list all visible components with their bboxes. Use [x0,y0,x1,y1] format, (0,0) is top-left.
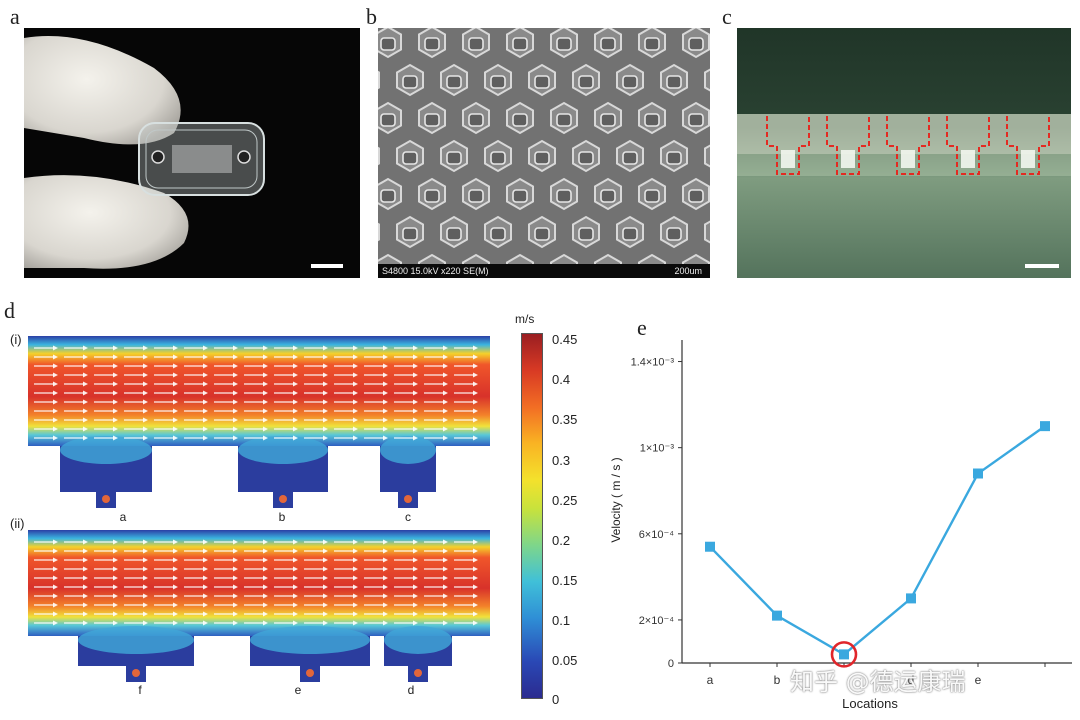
sem-info-text: S4800 15.0kV x220 SE(M) [382,266,489,276]
colorbar [521,333,543,699]
colorbar-tick: 0.25 [552,493,578,508]
watermark: 知乎 @德运康瑞 [790,668,966,696]
location-label-c: c [405,510,411,524]
colorbar-tick: 0.4 [552,372,571,387]
sub-panel-i-label: (i) [10,332,22,347]
highlight-circle [830,641,858,668]
colorbar-tick: 0.05 [552,653,578,668]
colorbar-tick: 0.2 [552,533,571,548]
y-axis-title: Velocity ( m / s ) [609,457,623,542]
x-tick-label: a [707,673,714,687]
location-label-b: b [278,510,286,524]
location-label-e: e [294,683,302,697]
colorbar-tick: 0.3 [552,453,571,468]
data-point [906,593,916,604]
scale-bar-c [1025,264,1059,268]
x-axis-title: Locations [842,696,898,711]
location-label-a: a [119,510,127,524]
y-tick-label: 6×10⁻⁴ [639,529,675,541]
sem-scale-text: 200um [674,266,702,276]
y-tick-label: 1.4×10⁻³ [631,357,675,369]
panel-b-label: b [366,4,377,29]
location-label-f: f [138,683,142,697]
sub-panel-ii-label: (ii) [10,516,25,531]
series-line [709,425,1046,656]
data-point [705,541,715,552]
x-tick-label: e [975,673,982,687]
data-point [1040,421,1050,432]
photo-chip-in-hand [24,28,360,278]
chip-photo-illustration [24,28,360,278]
colorbar-tick: 0 [552,692,560,707]
sem-hexagon-array [378,28,710,278]
scale-bar-a [311,264,343,268]
colorbar-tick: 0.35 [552,412,578,427]
velocity-field-bottom [28,530,490,682]
panel-e-label: e [637,315,647,340]
sem-info-bar: S4800 15.0kV x220 SE(M) 200um [378,264,710,278]
panel-a-label: a [10,4,20,29]
x-tick-label: b [774,673,781,687]
panel-d-label: d [4,298,15,323]
data-point [973,468,983,479]
colorbar-tick: 0.1 [552,613,571,628]
y-tick-label: 0 [668,658,674,670]
data-point [839,649,849,660]
velocity-line-chart: 0 2×10⁻⁴ 6×10⁻⁴ 1×10⁻³ 1.4×10⁻³ a b d e Locations… [609,340,1072,711]
panel-c-label: c [722,4,732,29]
colorbar-tick: 0.45 [552,332,578,347]
data-point [772,610,782,621]
cross-section-illustration [737,28,1071,278]
sem-micrograph: S4800 15.0kV x220 SE(M) 200um [378,28,710,278]
location-label-d: d [407,683,415,697]
x-tick-label: d [908,673,915,687]
y-tick-label: 2×10⁻⁴ [639,615,675,627]
colorbar-unit: m/s [515,312,535,326]
colorbar-tick: 0.15 [552,573,578,588]
y-tick-label: 1×10⁻³ [640,443,675,455]
velocity-field-top [28,336,490,508]
cross-section-micrograph [737,28,1071,278]
